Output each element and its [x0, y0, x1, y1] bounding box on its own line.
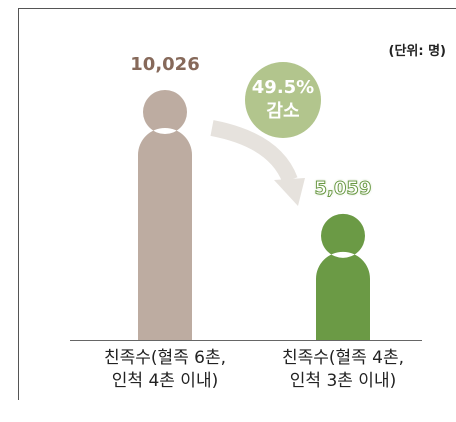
annotation: 49.5% 감소 — [245, 62, 321, 138]
person-bar — [316, 213, 370, 340]
value-label: 5,059 — [314, 177, 372, 199]
x-tick-label: 친족수(혈족 6촌, 인척 4촌 이내) — [103, 348, 227, 391]
arrow-head — [274, 178, 305, 206]
x-tick-label: 친족수(혈족 4촌, 인척 3촌 이내) — [281, 348, 405, 391]
arrow — [210, 120, 298, 184]
value-label: 10,026 — [130, 54, 200, 75]
person-bar — [138, 90, 192, 340]
unit-label: (단위: 명) — [388, 44, 447, 59]
